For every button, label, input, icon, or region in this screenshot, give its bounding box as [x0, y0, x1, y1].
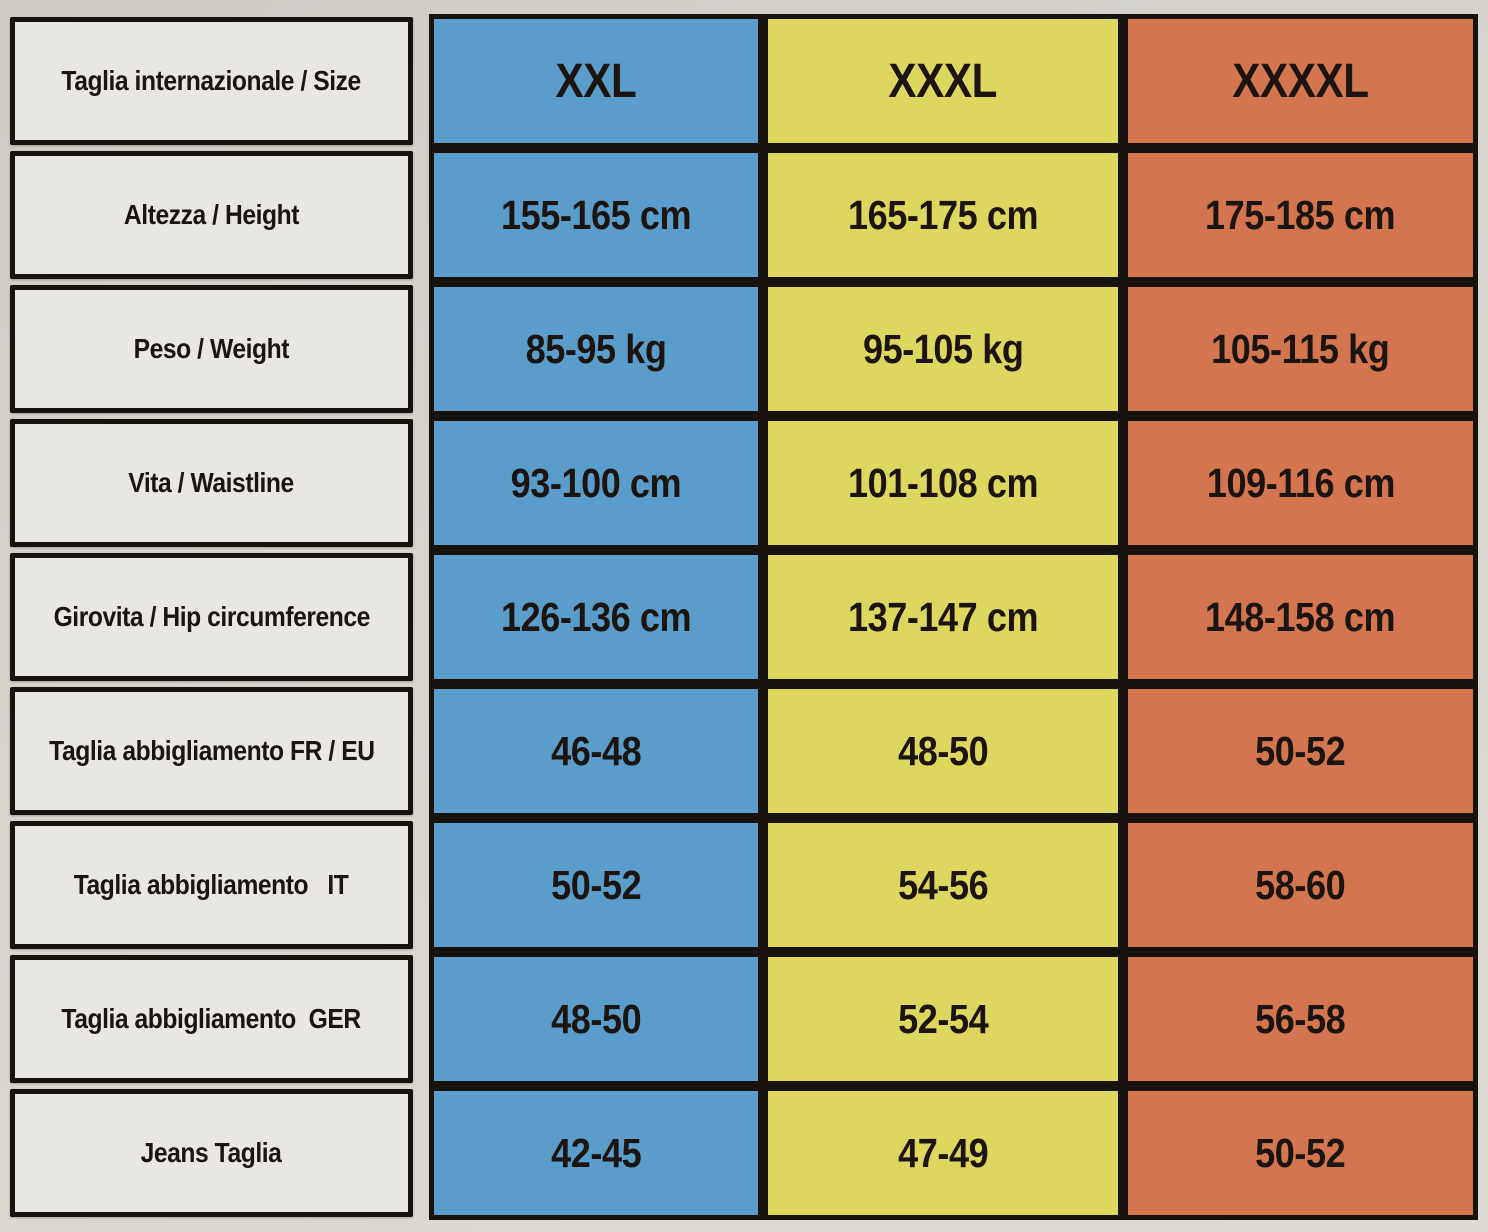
size-value-cell-text: 50-52	[1255, 1129, 1346, 1176]
column-header-xxxxl-text: XXXXL	[1232, 54, 1369, 108]
size-value-cell: 93-100 cm	[429, 416, 763, 550]
row-label: Jeans Taglia	[10, 1089, 413, 1217]
size-value-cell: 46-48	[429, 684, 763, 818]
row-label: Peso / Weight	[10, 285, 413, 413]
row-label-text: Peso / Weight	[133, 333, 290, 364]
size-chart-table: Taglia internazionale / Size XXL XXXL XXXXL…	[10, 14, 1478, 1220]
row-label-text: Taglia abbigliamento FR / EU	[48, 735, 375, 766]
size-value-cell: 165-175 cm	[763, 148, 1123, 282]
size-value-cell: 48-50	[763, 684, 1123, 818]
row-label-size: Taglia internazionale / Size	[10, 17, 413, 145]
column-header-xxxxl: XXXXL	[1123, 14, 1478, 148]
size-value-cell: 50-52	[429, 818, 763, 952]
row-label-size-text: Taglia internazionale / Size	[61, 65, 362, 96]
size-value-cell: 48-50	[429, 952, 763, 1086]
row-label-text: Vita / Waistline	[128, 467, 295, 498]
size-value-cell-text: 109-116 cm	[1206, 459, 1395, 506]
size-value-cell-text: 165-175 cm	[847, 191, 1039, 238]
column-header-xxl: XXL	[429, 14, 763, 148]
size-value-cell-text: 48-50	[550, 995, 642, 1042]
size-value-cell: 101-108 cm	[763, 416, 1123, 550]
row-label-text: Taglia abbigliamento IT	[74, 869, 349, 900]
size-value-cell-text: 52-54	[897, 995, 989, 1042]
column-header-xxxl: XXXL	[763, 14, 1123, 148]
size-value-cell-text: 50-52	[1255, 727, 1346, 774]
size-value-cell-text: 93-100 cm	[510, 459, 682, 506]
row-label-text: Jeans Taglia	[141, 1137, 282, 1168]
size-value-cell-text: 85-95 kg	[525, 325, 667, 372]
size-value-cell: 47-49	[763, 1086, 1123, 1220]
size-value-cell: 126-136 cm	[429, 550, 763, 684]
size-value-cell-text: 175-185 cm	[1205, 191, 1396, 238]
size-value-cell: 42-45	[429, 1086, 763, 1220]
size-value-cell-text: 58-60	[1255, 861, 1346, 908]
size-value-cell: 56-58	[1123, 952, 1478, 1086]
size-value-cell: 155-165 cm	[429, 148, 763, 282]
row-label: Taglia abbigliamento FR / EU	[10, 687, 413, 815]
row-label: Taglia abbigliamento GER	[10, 955, 413, 1083]
row-label-text: Taglia abbigliamento GER	[61, 1003, 362, 1034]
size-value-cell-text: 126-136 cm	[500, 593, 692, 640]
size-value-cell: 58-60	[1123, 818, 1478, 952]
column-header-xxxl-text: XXXL	[888, 54, 998, 108]
row-label: Vita / Waistline	[10, 419, 413, 547]
size-value-cell: 148-158 cm	[1123, 550, 1478, 684]
size-value-cell: 85-95 kg	[429, 282, 763, 416]
size-value-cell-text: 95-105 kg	[862, 325, 1024, 372]
size-value-cell: 137-147 cm	[763, 550, 1123, 684]
size-value-cell: 95-105 kg	[763, 282, 1123, 416]
size-value-cell: 109-116 cm	[1123, 416, 1478, 550]
row-label: Taglia abbigliamento IT	[10, 821, 413, 949]
size-value-cell-text: 46-48	[550, 727, 642, 774]
size-value-cell-text: 155-165 cm	[500, 191, 692, 238]
row-label-text: Altezza / Height	[123, 199, 300, 230]
row-label-text: Girovita / Hip circumference	[53, 601, 370, 632]
size-value-cell-text: 54-56	[897, 861, 989, 908]
size-value-cell-text: 50-52	[550, 861, 642, 908]
size-value-cell-text: 47-49	[897, 1129, 989, 1176]
row-label: Altezza / Height	[10, 151, 413, 279]
size-value-cell-text: 101-108 cm	[847, 459, 1039, 506]
size-value-cell: 50-52	[1123, 684, 1478, 818]
size-value-cell: 105-115 kg	[1123, 282, 1478, 416]
size-value-cell: 52-54	[763, 952, 1123, 1086]
size-value-cell-text: 105-115 kg	[1211, 325, 1390, 372]
row-label: Girovita / Hip circumference	[10, 553, 413, 681]
size-value-cell: 175-185 cm	[1123, 148, 1478, 282]
size-value-cell-text: 48-50	[897, 727, 989, 774]
size-value-cell-text: 42-45	[550, 1129, 642, 1176]
size-value-cell-text: 148-158 cm	[1205, 593, 1396, 640]
column-header-xxl-text: XXL	[555, 54, 637, 108]
size-value-cell: 54-56	[763, 818, 1123, 952]
size-value-cell-text: 56-58	[1255, 995, 1346, 1042]
size-value-cell: 50-52	[1123, 1086, 1478, 1220]
size-value-cell-text: 137-147 cm	[847, 593, 1039, 640]
